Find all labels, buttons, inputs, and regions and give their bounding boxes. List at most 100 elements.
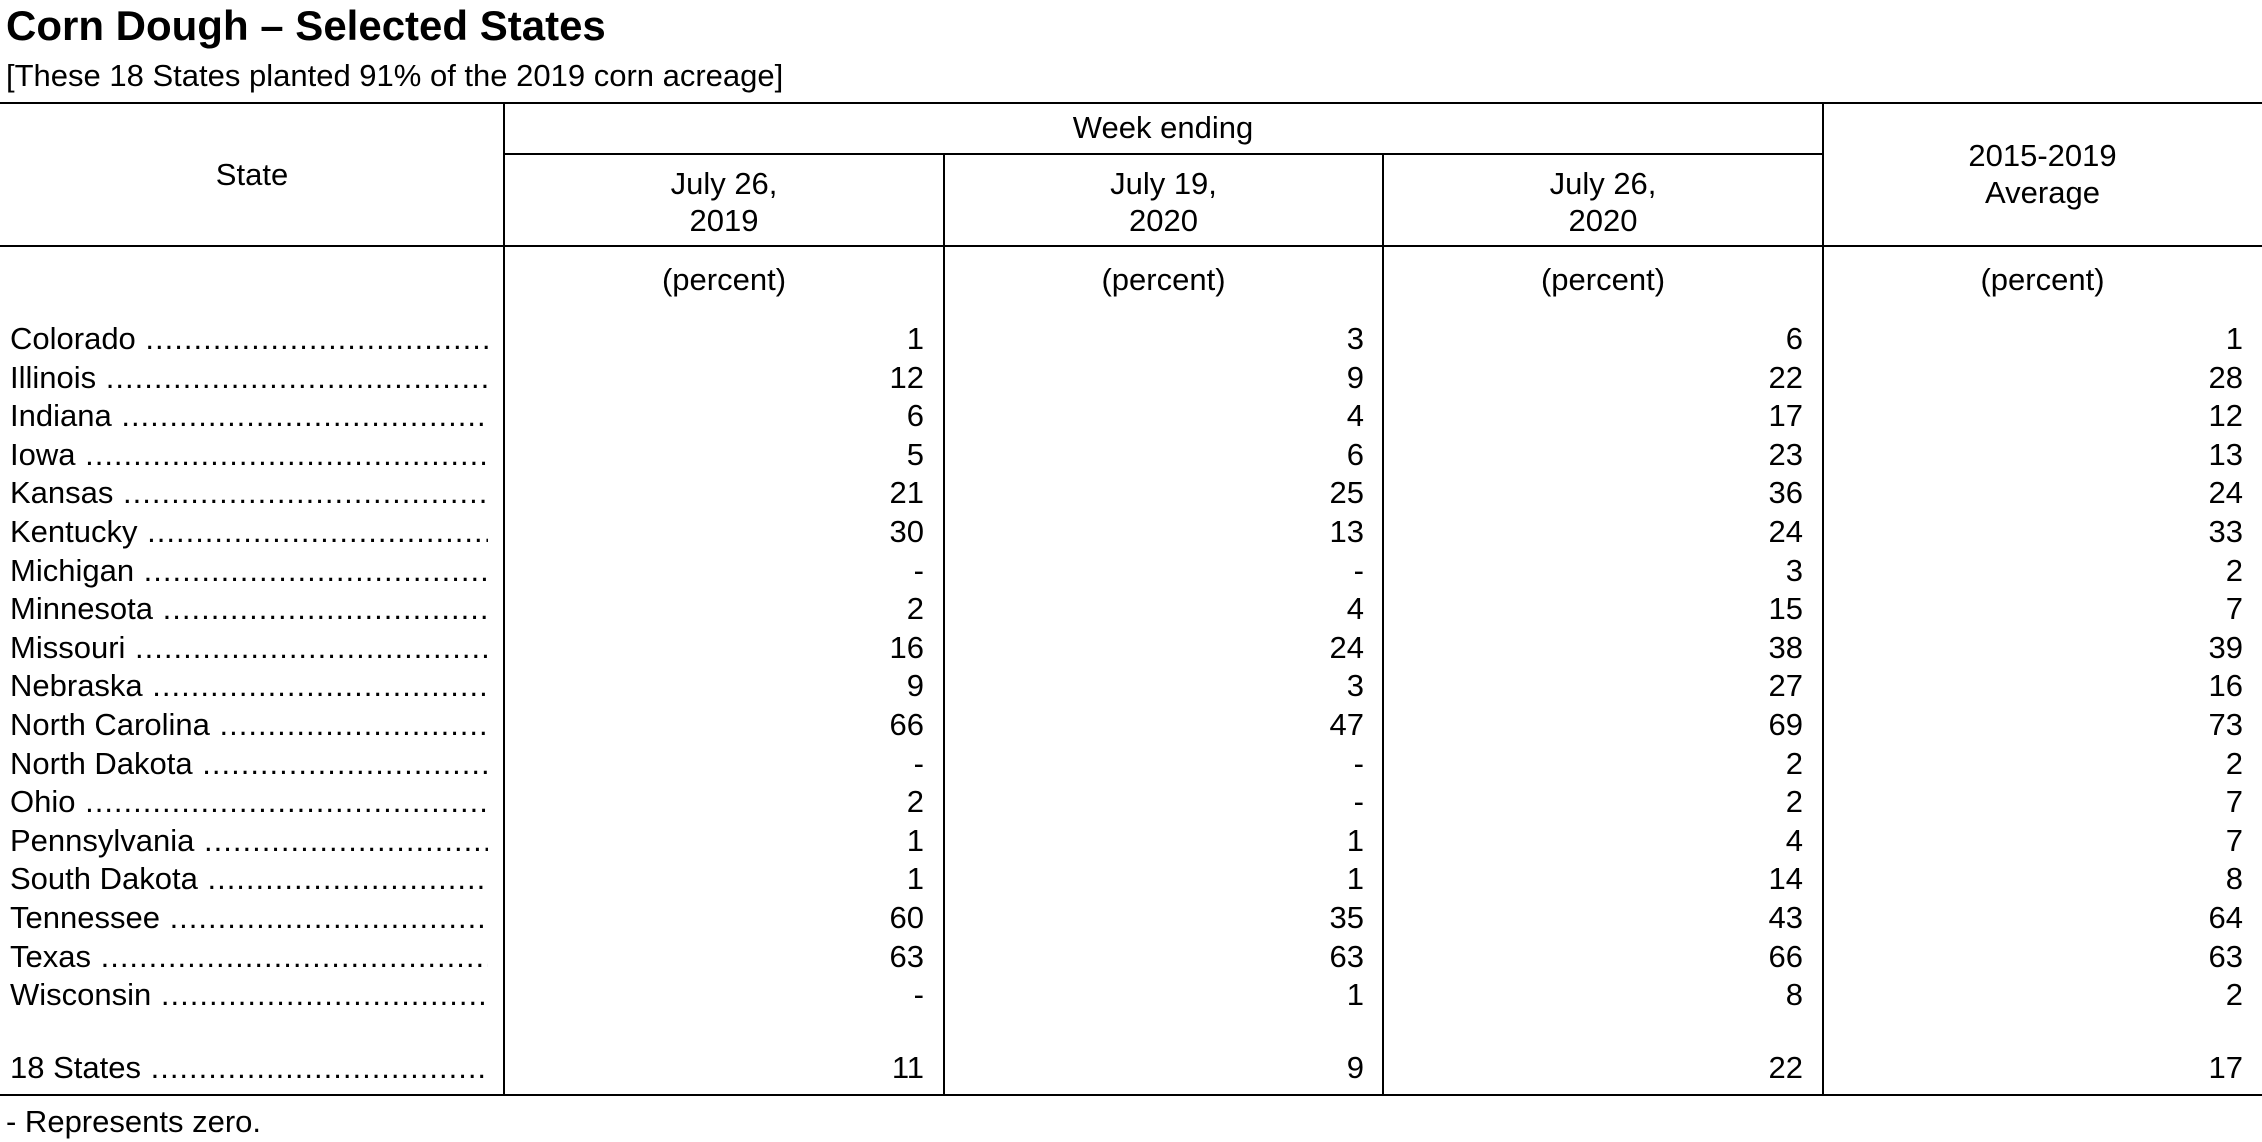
table-cell: 6 xyxy=(906,398,924,433)
state-name: Indiana xyxy=(10,397,488,435)
table-cell: 16 xyxy=(889,630,924,665)
table-cell: 2 xyxy=(2225,746,2243,781)
column-divider xyxy=(943,154,945,1095)
table-cell: 23 xyxy=(1768,437,1803,472)
table-cell: 1 xyxy=(906,861,924,896)
table-cell: 15 xyxy=(1768,591,1803,626)
table-cell: - xyxy=(913,746,924,781)
table-cell: 3 xyxy=(1785,553,1803,588)
table-cell: 3 xyxy=(1346,668,1364,703)
state-name: North Carolina xyxy=(10,706,488,744)
state-name: Ohio xyxy=(10,783,488,821)
table-cell: - xyxy=(1353,784,1364,819)
state-name: Iowa xyxy=(10,436,488,474)
page-title: Corn Dough – Selected States xyxy=(6,2,606,49)
table-cell: 73 xyxy=(2208,707,2243,742)
table-cell: 43 xyxy=(1768,900,1803,935)
table-cell: 2 xyxy=(906,591,924,626)
table-cell: 24 xyxy=(1768,514,1803,549)
state-name: Wisconsin xyxy=(10,976,488,1014)
column-header-line1: July 26, xyxy=(670,166,778,201)
table-cell: 8 xyxy=(2225,861,2243,896)
table-cell: 24 xyxy=(1329,630,1364,665)
state-name: Texas xyxy=(10,938,488,976)
table-cell: 17 xyxy=(1768,398,1803,433)
table-cell: - xyxy=(1353,746,1364,781)
table-cell: 2 xyxy=(1785,746,1803,781)
week-ending-header: Week ending xyxy=(1072,110,1254,145)
table-top-rule xyxy=(0,102,2262,104)
column-header-line2: 2019 xyxy=(689,203,759,238)
state-name: Missouri xyxy=(10,629,488,667)
table-cell: 1 xyxy=(906,823,924,858)
table-cell: 47 xyxy=(1329,707,1364,742)
table-cell: 9 xyxy=(906,668,924,703)
state-name: Tennessee xyxy=(10,899,488,937)
state-name: Nebraska xyxy=(10,667,488,705)
state-name: Colorado xyxy=(10,320,488,358)
state-name: South Dakota xyxy=(10,860,488,898)
table-cell: 63 xyxy=(889,939,924,974)
table-cell: 4 xyxy=(1346,591,1364,626)
table-cell: 6 xyxy=(1785,321,1803,356)
table-cell: 35 xyxy=(1329,900,1364,935)
column-header-line2: 2020 xyxy=(1129,203,1198,238)
table-cell: 63 xyxy=(2208,939,2243,974)
state-name: Michigan xyxy=(10,552,488,590)
table-cell: 1 xyxy=(1346,977,1364,1012)
table-cell: 12 xyxy=(889,360,924,395)
table-cell: 28 xyxy=(2208,360,2243,395)
state-name: North Dakota xyxy=(10,745,488,783)
table-cell: - xyxy=(913,553,924,588)
table-cell: 1 xyxy=(1346,823,1364,858)
header-bottom-rule xyxy=(0,245,2262,247)
table-cell: 64 xyxy=(2208,900,2243,935)
unit-label: (percent) xyxy=(1540,262,1666,297)
column-divider xyxy=(1382,154,1384,1095)
state-name: Illinois xyxy=(10,359,488,397)
table-cell: - xyxy=(1353,553,1364,588)
table-cell: 9 xyxy=(1346,1050,1364,1085)
table-cell: 2 xyxy=(2225,977,2243,1012)
table-cell: 17 xyxy=(2208,1050,2243,1085)
state-name: Kentucky xyxy=(10,513,488,551)
table-cell: 7 xyxy=(2225,591,2243,626)
table-cell: 1 xyxy=(1346,861,1364,896)
column-header-line1: 2015-2019 xyxy=(1968,138,2117,173)
table-cell: 66 xyxy=(1768,939,1803,974)
table-cell: 63 xyxy=(1329,939,1364,974)
table-cell: 36 xyxy=(1768,475,1803,510)
table-cell: 7 xyxy=(2225,784,2243,819)
table-cell: 60 xyxy=(889,900,924,935)
column-header-line1: July 26, xyxy=(1549,166,1657,201)
table-cell: 11 xyxy=(891,1050,924,1085)
footnote: - Represents zero. xyxy=(6,1104,261,1139)
unit-label: (percent) xyxy=(661,262,787,297)
unit-label: (percent) xyxy=(1980,262,2105,297)
table-cell: 27 xyxy=(1768,668,1803,703)
table-cell: 21 xyxy=(889,475,924,510)
column-header-line2: 2020 xyxy=(1568,203,1638,238)
table-cell: 4 xyxy=(1346,398,1364,433)
table-cell: 24 xyxy=(2208,475,2243,510)
table-cell: 2 xyxy=(2225,553,2243,588)
table-cell: 3 xyxy=(1346,321,1364,356)
unit-label: (percent) xyxy=(1101,262,1226,297)
table-cell: 38 xyxy=(1768,630,1803,665)
table-cell: 6 xyxy=(1346,437,1364,472)
table-cell: 30 xyxy=(889,514,924,549)
table-cell: 8 xyxy=(1785,977,1803,1012)
table-cell: 7 xyxy=(2225,823,2243,858)
table-cell: 33 xyxy=(2208,514,2243,549)
table-cell: 1 xyxy=(906,321,924,356)
table-cell: 22 xyxy=(1768,1050,1803,1085)
table-cell: 5 xyxy=(906,437,924,472)
table-cell: 14 xyxy=(1768,861,1803,896)
state-name: Minnesota xyxy=(10,590,488,628)
table-cell: 4 xyxy=(1785,823,1803,858)
page-subtitle: [These 18 States planted 91% of the 2019… xyxy=(6,58,784,93)
table-cell: 22 xyxy=(1768,360,1803,395)
table-cell: 69 xyxy=(1768,707,1803,742)
group-header-rule xyxy=(504,153,1822,155)
column-divider xyxy=(1822,102,1824,1095)
